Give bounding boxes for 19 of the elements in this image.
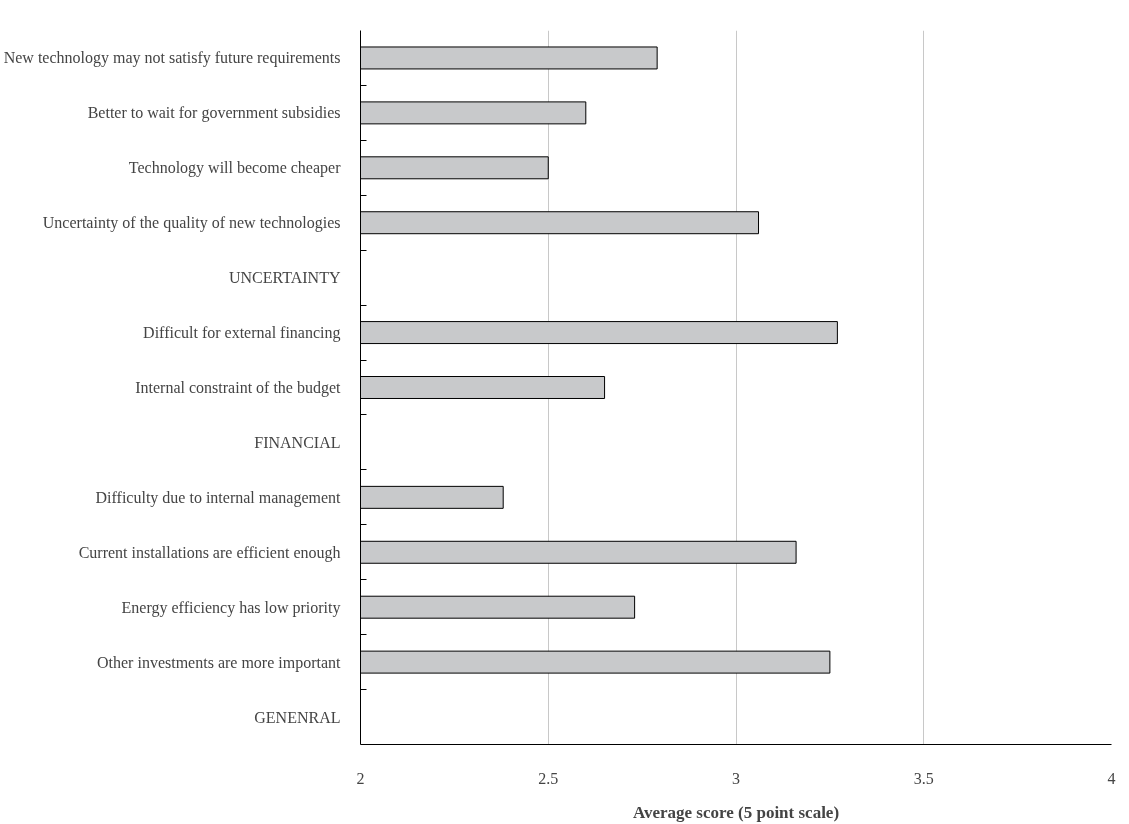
x-tick-label: 3 [732,769,740,787]
y-tick-label: UNCERTAINTY [228,269,341,287]
y-tick-label: Difficulty due to internal management [95,488,342,507]
y-tick-label: Current installations are efficient enough [78,543,341,562]
y-tick-label: Internal constraint of the budget [135,379,342,397]
y-tick-label: Energy efficiency has low priority [121,598,341,617]
x-tick-label: 4 [1107,769,1116,787]
x-tick-label: 2 [356,769,365,787]
x-tick-label: 3.5 [913,769,934,787]
x-tick-label: 2.5 [538,769,559,787]
y-tick-label: FINANCIAL [254,433,341,451]
x-axis-title: Average score (5 point scale) [632,802,840,822]
y-tick-label: New technology may not satisfy future requirements [3,49,341,68]
y-tick-label: Uncertainty of the quality of new technologies [42,214,341,233]
y-tick-label: Better to wait for government subsidies [87,104,341,123]
y-tick-label: Difficult for external financing [143,324,341,343]
y-tick-label: Technology will become cheaper [128,159,342,178]
y-tick-label: GENENRAL [254,708,341,726]
y-tick-label: Other investments are more important [97,653,342,672]
